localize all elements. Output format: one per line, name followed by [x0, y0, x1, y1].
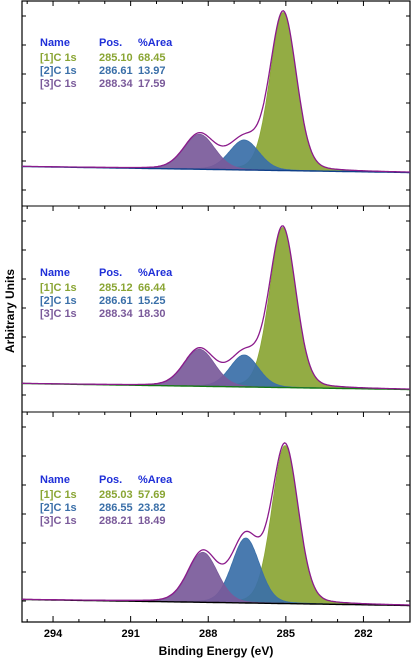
legend-cell: 68.45 — [138, 52, 166, 64]
legend-cell: 286.55 — [99, 502, 133, 514]
legend-cell: [3]C 1s — [40, 515, 77, 527]
legend-cell: [1]C 1s — [40, 282, 77, 294]
legend-cell: 57.69 — [138, 489, 166, 501]
legend-cell: 18.30 — [138, 308, 166, 320]
component-peak-1 — [189, 12, 378, 173]
legend-header: Name — [40, 474, 70, 486]
legend-cell: 288.21 — [99, 515, 133, 527]
component-peak-1 — [189, 227, 378, 390]
legend-cell: [3]C 1s — [40, 78, 77, 90]
legend-cell: 18.49 — [138, 515, 166, 527]
legend-header: %Area — [138, 37, 173, 49]
envelope-line — [21, 10, 411, 173]
legend-header: Name — [40, 37, 70, 49]
legend-cell: [2]C 1s — [40, 502, 77, 514]
legend-1: Name Pos. %Area [1]C 1s 285.10 68.45 [2]C 1s 28… — [40, 37, 173, 90]
x-tick-label: 294 — [44, 628, 63, 640]
legend-header: Pos. — [99, 474, 122, 486]
legend-cell: 286.61 — [99, 295, 133, 307]
legend-cell: 66.44 — [138, 282, 166, 294]
legend-2: Name Pos. %Area [1]C 1s 285.12 66.44 [2]C 1s 28… — [40, 267, 173, 320]
y-axis-title: Arbitrary Units — [3, 269, 17, 353]
legend-cell: [1]C 1s — [40, 489, 77, 501]
panel-3: Name Pos. %Area [1]C 1s 285.03 57.69 [2]C 1s 28… — [22, 442, 410, 607]
legend-cell: 288.34 — [99, 78, 134, 90]
envelope-line — [22, 225, 411, 390]
envelope-line — [22, 442, 410, 606]
legend-cell: 23.82 — [138, 502, 166, 514]
panel-1: Name Pos. %Area [1]C 1s 285.10 68.45 [2]C 1s 28… — [21, 10, 411, 174]
legend-header: %Area — [138, 474, 173, 486]
legend-cell: [2]C 1s — [40, 65, 77, 77]
legend-cell: 15.25 — [138, 295, 166, 307]
x-tick-label: 288 — [199, 628, 217, 640]
legend-cell: [2]C 1s — [40, 295, 77, 307]
x-tick-labels: 294 291 288 285 282 — [44, 628, 373, 640]
legend-cell: 285.12 — [99, 282, 133, 294]
legend-header: Pos. — [99, 37, 122, 49]
x-axis-title: Binding Energy (eV) — [159, 644, 274, 658]
legend-cell: 285.10 — [99, 52, 133, 64]
x-tick-label: 285 — [277, 628, 295, 640]
spectra-panels: Name Pos. %Area [1]C 1s 285.10 68.45 [2]C 1s 28… — [21, 10, 411, 607]
legend-cell: 285.03 — [99, 489, 133, 501]
legend-3: Name Pos. %Area [1]C 1s 285.03 57.69 [2]C 1s 28… — [40, 474, 173, 527]
x-tick-label: 291 — [121, 628, 139, 640]
legend-cell: [1]C 1s — [40, 52, 77, 64]
legend-cell: 13.97 — [138, 65, 166, 77]
legend-header: Pos. — [99, 267, 122, 279]
plot-frame — [21, 0, 411, 623]
legend-header: %Area — [138, 267, 173, 279]
panel-2: Name Pos. %Area [1]C 1s 285.12 66.44 [2]C 1s 28… — [22, 225, 411, 391]
legend-cell: [3]C 1s — [40, 308, 77, 320]
legend-cell: 17.59 — [138, 78, 166, 90]
x-tick-label: 282 — [354, 628, 372, 640]
legend-header: Name — [40, 267, 70, 279]
legend-cell: 286.61 — [99, 65, 133, 77]
legend-cell: 288.34 — [99, 308, 134, 320]
axis-ticks — [22, 1, 410, 622]
